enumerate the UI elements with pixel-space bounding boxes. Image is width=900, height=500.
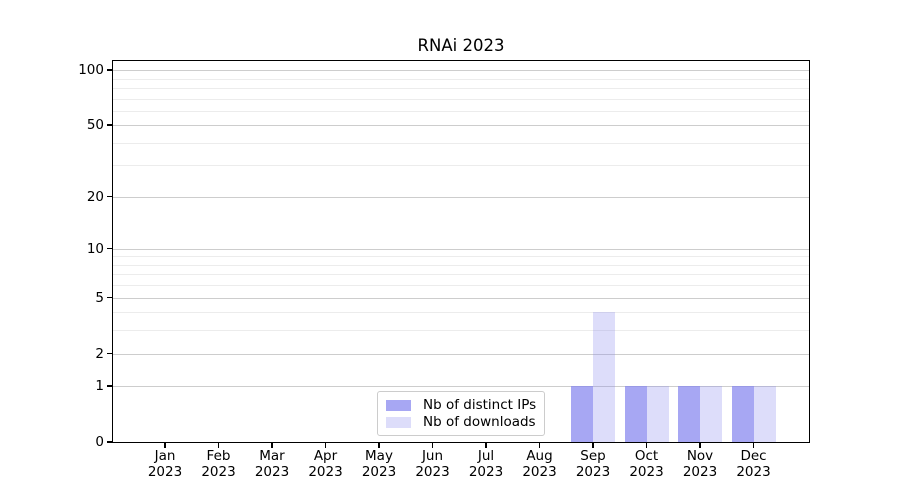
y-tick-label-50: 50 (86, 117, 104, 134)
y-tick-mark-5 (107, 296, 112, 299)
gridline-major-10 (113, 248, 809, 250)
gridline-minor-70 (113, 98, 809, 100)
y-tick-mark-0 (107, 441, 112, 443)
y-tick-label-20: 20 (86, 188, 104, 205)
plot-area (112, 60, 810, 443)
x-tick-mark-sep-2023 (592, 443, 594, 448)
y-tick-label-100: 100 (78, 62, 104, 78)
legend: Nb of distinct IPs Nb of downloads (377, 391, 545, 436)
y-tick-mark-50 (107, 124, 112, 126)
gridline-major-2 (113, 353, 809, 355)
gridline-major-1 (113, 386, 809, 388)
x-tick-label-jan-2023: Jan 2023 (147, 448, 183, 480)
gridline-minor-6 (113, 285, 809, 287)
x-tick-mark-nov-2023 (699, 443, 701, 448)
chart-title: RNAi 2023 (417, 36, 505, 55)
legend-item-distinct-ips: Nb of distinct IPs (386, 397, 536, 413)
legend-label-distinct-ips: Nb of distinct IPs (423, 397, 537, 413)
y-tick-mark-20 (107, 195, 112, 198)
legend-item-downloads: Nb of downloads (386, 414, 536, 430)
gridline-minor-40 (113, 142, 809, 144)
legend-swatch-distinct-ips-icon (386, 399, 411, 411)
y-tick-label-1: 1 (95, 378, 104, 395)
bar-nb-of-downloads-dec-2023 (753, 386, 776, 442)
gridline-minor-8 (113, 264, 809, 266)
gridline-major-100 (113, 70, 809, 71)
x-tick-mark-aug-2023 (538, 443, 541, 448)
x-tick-mark-jun-2023 (431, 443, 434, 448)
x-tick-label-aug-2023: Aug 2023 (522, 448, 557, 480)
gridline-minor-9 (113, 256, 809, 258)
x-tick-mark-jul-2023 (485, 443, 487, 448)
bar-nb-of-downloads-sep-2023 (593, 312, 615, 442)
gridline-minor-60 (113, 110, 809, 112)
x-tick-mark-may-2023 (378, 443, 380, 448)
x-tick-label-jul-2023: Jul 2023 (468, 448, 504, 480)
gridline-minor-7 (113, 274, 809, 276)
y-tick-mark-100 (107, 69, 112, 71)
bar-nb-of-distinct-ips-dec-2023 (731, 386, 754, 442)
y-tick-mark-10 (107, 248, 112, 250)
x-tick-mark-oct-2023 (645, 443, 648, 448)
bar-nb-of-distinct-ips-sep-2023 (571, 386, 593, 442)
bar-nb-of-distinct-ips-oct-2023 (624, 386, 647, 442)
gridline-major-20 (113, 196, 809, 198)
bar-nb-of-distinct-ips-nov-2023 (678, 386, 700, 442)
x-tick-label-oct-2023: Oct 2023 (629, 448, 664, 480)
x-tick-label-may-2023: May 2023 (361, 448, 397, 480)
x-tick-mark-feb-2023 (217, 443, 220, 448)
gridline-minor-90 (113, 78, 809, 80)
gridline-minor-3 (113, 330, 809, 332)
x-tick-label-apr-2023: Apr 2023 (308, 448, 343, 480)
y-tick-label-0: 0 (95, 434, 104, 450)
y-tick-mark-1 (107, 385, 112, 387)
x-tick-mark-dec-2023 (752, 443, 755, 448)
x-tick-label-nov-2023: Nov 2023 (682, 448, 718, 480)
bar-nb-of-downloads-nov-2023 (700, 386, 722, 442)
x-tick-label-mar-2023: Mar 2023 (254, 448, 290, 480)
y-tick-label-2: 2 (95, 345, 104, 362)
legend-label-downloads: Nb of downloads (423, 414, 536, 430)
x-tick-mark-apr-2023 (324, 443, 327, 448)
x-tick-mark-jan-2023 (164, 443, 166, 448)
y-tick-label-10: 10 (86, 240, 104, 257)
x-tick-label-feb-2023: Feb 2023 (201, 448, 236, 480)
bar-nb-of-downloads-oct-2023 (646, 386, 669, 442)
gridline-minor-30 (113, 165, 809, 167)
y-tick-label-5: 5 (95, 289, 104, 306)
legend-swatch-downloads-icon (386, 416, 411, 428)
x-tick-label-dec-2023: Dec 2023 (736, 448, 771, 480)
x-tick-label-jun-2023: Jun 2023 (415, 448, 450, 480)
y-tick-mark-2 (107, 352, 112, 355)
gridline-major-50 (113, 125, 809, 127)
x-tick-mark-mar-2023 (271, 443, 273, 448)
gridline-major-5 (113, 297, 809, 299)
x-tick-label-sep-2023: Sep 2023 (575, 448, 611, 480)
gridline-minor-4 (113, 312, 809, 314)
gridline-minor-80 (113, 87, 809, 89)
